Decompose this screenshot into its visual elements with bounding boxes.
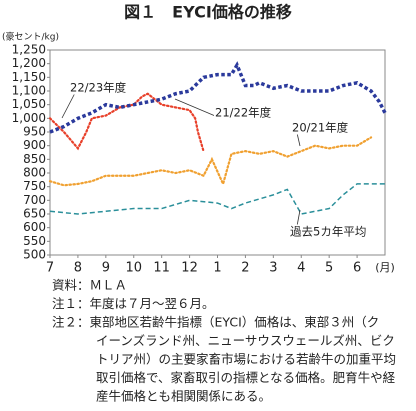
note-line: 注２：東部地区若齢牛指標（EYCI）価格は、東部３州（ク [52,315,379,330]
series-line [48,136,373,188]
label-bg [214,105,273,120]
x-tick-label: 6 [353,261,361,276]
y-tick-label: 500 [23,248,46,262]
y-tick-label: 800 [23,166,46,180]
x-tick-label: 2 [241,261,249,276]
label-leader [61,92,76,119]
series-label: 過去5カ年平均 [290,225,366,239]
y-tick-label: 600 [23,220,46,234]
y-tick-label: 1,150 [12,70,46,84]
y-tick-label: 650 [23,207,46,221]
y-tick-label: 1,000 [12,111,46,125]
note-line: イーンズランド州、ニューサウスウェールズ州、ビク [96,333,395,348]
y-tick-label: 750 [23,179,46,193]
y-tick-label: 850 [23,152,46,166]
series-line [49,61,387,134]
series-line [48,92,205,153]
chart-title: 図１ EYCI価格の推移 [124,3,292,22]
x-tick-label: 10 [125,261,142,276]
label-bg [291,120,350,135]
x-tick-label: 9 [102,261,110,276]
x-tick-label: 7 [46,261,54,276]
series-label: 20/21年度 [292,121,349,135]
y-tick-label: 1,250 [12,43,46,57]
x-tick-label: 5 [325,261,333,276]
note-line: 産牛価格とも相関関係にある。 [96,389,271,404]
y-tick-label: 1,100 [12,84,46,98]
note-line: トリア州）の主要家畜市場における若齢牛の加重平均 [96,352,396,367]
x-tick-label: 8 [74,261,82,276]
x-tick-label: 1 [213,261,221,276]
y-tick-label: 950 [23,125,46,139]
x-tick-label: 3 [269,261,277,276]
x-tick-label: 4 [297,261,305,276]
y-tick-label: 1,200 [12,56,46,70]
label-leader [174,98,221,119]
x-tick-label: 12 [181,261,198,276]
series-label: 21/22年度 [215,106,272,120]
series-line [49,183,385,215]
x-tick-label: 11 [153,261,170,276]
label-leader [296,132,301,147]
y-axis-label: (豪セント/kg) [2,31,59,43]
series-label: 22/23年度 [70,81,127,95]
y-tick-label: 900 [23,138,46,152]
y-tick-label: 700 [23,193,46,207]
y-tick-label: 550 [23,234,46,248]
x-unit: (月) [375,261,395,274]
label-bg [69,80,128,95]
note-line: 注１：年度は７月～翌６月。 [52,296,215,311]
note-line: 資料：ＭＬＡ [52,278,127,293]
label-bg [289,224,368,239]
y-tick-label: 1,050 [12,97,46,111]
note-line: 取引価格で、家畜取引の指標となる価格。肥育牛や経 [96,370,396,385]
